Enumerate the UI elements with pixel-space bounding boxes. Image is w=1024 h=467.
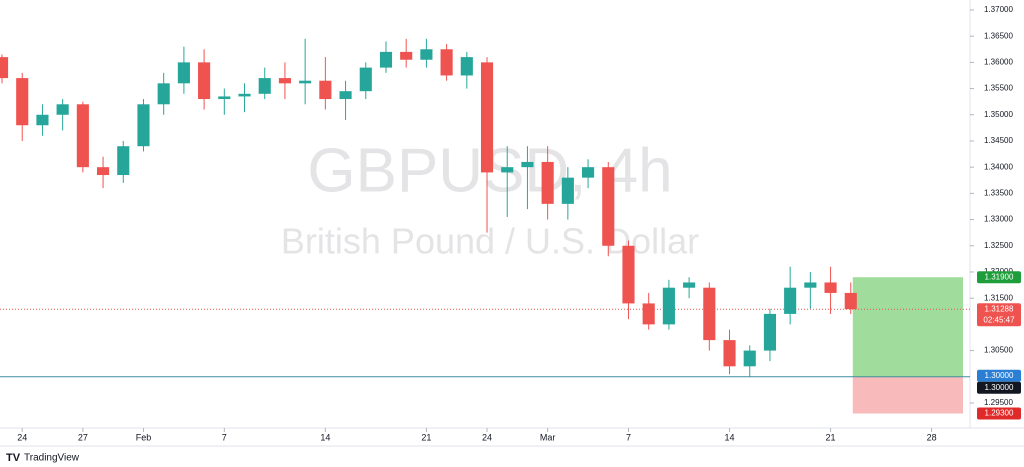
candle-body — [218, 96, 231, 100]
candle-body — [743, 350, 756, 367]
current-price-tag — [977, 303, 1021, 327]
candle-body — [602, 167, 615, 246]
x-tick-label: 21 — [826, 432, 836, 442]
candle-body — [501, 167, 514, 173]
candle-body — [784, 287, 797, 314]
logo[interactable]: TV TradingView — [6, 452, 80, 464]
x-tick-label: 7 — [626, 432, 631, 442]
brand: TradingView — [24, 453, 80, 464]
candle-body — [662, 287, 675, 325]
y-tick-label: 1.36000 — [984, 57, 1013, 66]
candle-body — [258, 78, 271, 94]
candle-body — [824, 282, 837, 293]
x-tick-label: 28 — [927, 432, 937, 442]
candle-body — [804, 282, 817, 288]
y-tick-label: 1.29500 — [984, 398, 1013, 407]
y-tick-label: 1.33500 — [984, 188, 1013, 197]
candle-body — [622, 245, 635, 304]
profit-zone — [852, 277, 963, 377]
y-tick-label: 1.34000 — [984, 162, 1013, 171]
candle-body — [238, 93, 251, 97]
candle-body — [299, 80, 312, 84]
candle-body — [561, 177, 574, 204]
candle-body — [379, 51, 393, 68]
countdown-label: 02:45:47 — [983, 315, 1015, 324]
candle-body — [198, 62, 211, 100]
x-tick-label: Mar — [540, 432, 556, 442]
entry-tag — [977, 381, 1021, 394]
horizontal-line-tag — [977, 369, 1021, 382]
loss-zone — [852, 376, 963, 414]
y-tick-label: 1.37000 — [984, 5, 1013, 14]
candle-body — [76, 104, 89, 168]
candle-body — [763, 313, 776, 351]
watermark-description: British Pound / U.S. Dollar — [281, 221, 699, 262]
candle-body — [117, 146, 130, 176]
x-tick-label: 14 — [320, 432, 330, 442]
candle-body — [278, 78, 291, 84]
candle-body — [0, 57, 9, 79]
target-tag-label: 1.31900 — [985, 272, 1014, 281]
candle-body — [157, 83, 170, 105]
candle-body — [683, 282, 696, 288]
target-tag — [977, 271, 1021, 284]
y-tick-label: 1.35000 — [984, 110, 1013, 119]
candle-body — [420, 49, 433, 60]
candle-body — [541, 161, 554, 204]
entry-tag-label: 1.30000 — [985, 383, 1014, 392]
current-price-label: 1.31288 — [985, 304, 1014, 313]
candle-body — [440, 49, 453, 76]
logo-icon: TV — [6, 452, 21, 464]
stop-tag — [977, 407, 1021, 420]
x-tick-label: 7 — [222, 432, 227, 442]
candle-body — [460, 57, 473, 76]
candle-body — [97, 167, 110, 176]
candle-body — [582, 167, 595, 178]
candle-body — [480, 62, 494, 173]
y-tick-label: 1.33000 — [984, 215, 1013, 224]
stop-tag-label: 1.29300 — [985, 409, 1014, 418]
candle-body — [177, 62, 190, 84]
candle-body — [36, 114, 49, 126]
candle-body — [642, 303, 655, 325]
candle-body — [723, 340, 736, 367]
x-tick-label: 14 — [725, 432, 735, 442]
horizontal-line-tag-label: 1.30000 — [985, 371, 1014, 380]
y-tick-label: 1.34500 — [984, 136, 1013, 145]
x-tick-label: 27 — [78, 432, 88, 442]
y-tick-label: 1.30500 — [984, 346, 1013, 355]
candle-body — [56, 104, 69, 115]
candle-body — [339, 91, 352, 100]
x-tick-label: Feb — [136, 432, 152, 442]
y-tick-label: 1.32500 — [984, 241, 1013, 250]
candle-body — [16, 78, 29, 126]
candle-body — [844, 292, 857, 310]
candle-body — [521, 161, 534, 168]
candle-body — [319, 80, 332, 100]
candle-body — [359, 67, 372, 92]
y-tick-label: 1.31500 — [984, 293, 1013, 302]
candle-body — [137, 104, 150, 147]
y-tick-label: 1.36500 — [984, 31, 1013, 40]
x-tick-label: 21 — [421, 432, 431, 442]
candle-body — [400, 51, 413, 60]
x-tick-label: 24 — [17, 432, 27, 442]
x-tick-label: 24 — [482, 432, 492, 442]
candle-body — [703, 287, 716, 341]
y-tick-label: 1.35500 — [984, 84, 1013, 93]
